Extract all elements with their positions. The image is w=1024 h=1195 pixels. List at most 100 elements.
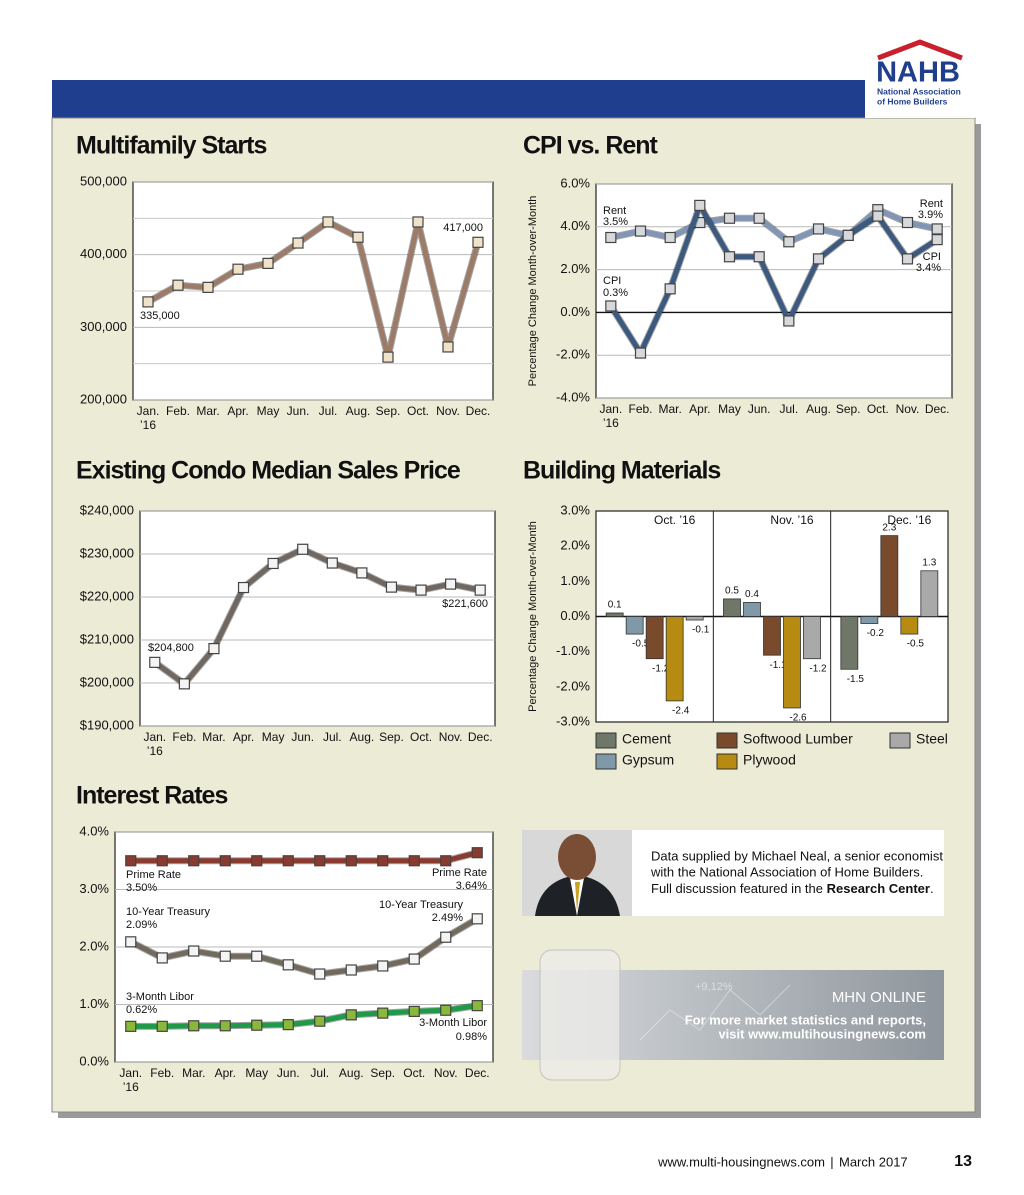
series-label: Rent (920, 198, 943, 210)
marker (812, 253, 825, 265)
marker (471, 847, 483, 859)
x-year-label: ’16 (123, 1080, 139, 1094)
legend-label: Softwood Lumber (743, 731, 853, 747)
marker (931, 223, 943, 235)
value-label: 2.09% (126, 919, 157, 931)
marker (219, 1020, 231, 1032)
x-tick-label: Mar. (202, 730, 225, 744)
marker (377, 960, 389, 972)
value-label: 3.4% (916, 262, 941, 274)
plot-area (139, 510, 496, 727)
x-tick-label: Mar. (658, 402, 681, 416)
marker (382, 351, 394, 363)
logo-text: NAHB (876, 57, 960, 89)
y-tick-label: 1.0% (560, 573, 590, 588)
bar (880, 535, 899, 617)
marker (142, 296, 154, 308)
marker (471, 913, 483, 925)
marker (297, 543, 309, 555)
bar (803, 616, 821, 660)
marker (664, 231, 676, 244)
x-tick-label: Aug. (339, 1066, 364, 1080)
marker (251, 855, 263, 867)
bar (645, 616, 664, 660)
marker (219, 855, 231, 867)
series-label: Rent (603, 205, 626, 217)
marker (440, 1004, 452, 1016)
marker (282, 855, 294, 867)
y-tick-label: $240,000 (80, 502, 134, 517)
info-box: Data supplied by Michael Neal, a senior … (522, 830, 944, 916)
value-label: -0.5 (907, 639, 925, 650)
x-tick-label: Oct. (403, 1066, 425, 1080)
value-label: $204,800 (148, 642, 194, 654)
chart-title: Interest Rates (76, 782, 227, 810)
marker (377, 1007, 389, 1019)
x-tick-label: May (257, 404, 280, 418)
promo-phone (539, 949, 621, 1081)
marker (442, 341, 454, 353)
bar (783, 616, 801, 709)
x-tick-label: Jul. (779, 402, 798, 416)
value-label: 3.50% (126, 882, 157, 894)
marker (282, 959, 294, 971)
marker (125, 936, 137, 948)
marker (931, 234, 943, 246)
marker (440, 931, 452, 943)
marker (322, 216, 334, 228)
chart-title: Multifamily Starts (76, 132, 266, 160)
value-label: -1.5 (847, 674, 865, 685)
x-tick-label: Jul. (319, 404, 338, 418)
logo-roof (877, 39, 963, 61)
x-tick-label: Feb. (628, 402, 652, 416)
x-tick-label: Aug. (346, 404, 371, 418)
x-tick-label: Feb. (172, 730, 196, 744)
marker (125, 855, 137, 867)
marker (471, 1000, 483, 1012)
bar (685, 616, 704, 621)
info-text: Full discussion featured in the Research… (651, 881, 934, 896)
x-tick-label: Jul. (310, 1066, 329, 1080)
x-tick-label: Nov. (439, 730, 463, 744)
series-label: 10-Year Treasury (379, 899, 463, 911)
x-tick-label: Jun. (748, 402, 771, 416)
marker (385, 581, 398, 593)
x-tick-label: Apr. (233, 730, 254, 744)
y-tick-label: 3.0% (560, 502, 590, 517)
marker (901, 253, 914, 265)
bar (743, 602, 761, 617)
x-tick-label: May (245, 1066, 268, 1080)
value-label: 3.9% (918, 209, 943, 221)
marker (292, 237, 304, 249)
y-tick-label: 300,000 (80, 319, 127, 334)
y-tick-label: 6.0% (560, 175, 590, 190)
marker (723, 212, 736, 224)
x-year-label: ’16 (603, 416, 619, 430)
x-tick-label: Oct. (410, 730, 432, 744)
series-label: 3-Month Libor (126, 991, 194, 1003)
x-tick-label: Oct. (407, 404, 429, 418)
value-label: -0.2 (867, 628, 885, 639)
y-tick-label: 0.0% (560, 304, 590, 319)
legend-label: Steel (916, 731, 948, 747)
marker (356, 567, 368, 579)
x-tick-label: Apr. (689, 402, 710, 416)
x-tick-label: Sep. (376, 404, 401, 418)
marker (783, 315, 795, 327)
x-year-label: ’16 (147, 744, 163, 758)
legend-label: Plywood (743, 752, 796, 768)
marker (634, 347, 647, 359)
x-tick-label: Feb. (166, 404, 190, 418)
marker (474, 584, 486, 596)
marker (156, 855, 168, 867)
y-tick-label: -1.0% (556, 643, 590, 658)
logo-box (865, 36, 975, 118)
x-tick-label: Aug. (350, 730, 375, 744)
value-label: 0.5 (725, 586, 739, 597)
value-label: 0.4 (745, 589, 759, 600)
marker (251, 950, 263, 962)
x-tick-label: Nov. (436, 404, 460, 418)
value-label: -2.6 (789, 713, 807, 724)
y-axis-label: Percentage Change Month-over-Month (527, 521, 539, 712)
